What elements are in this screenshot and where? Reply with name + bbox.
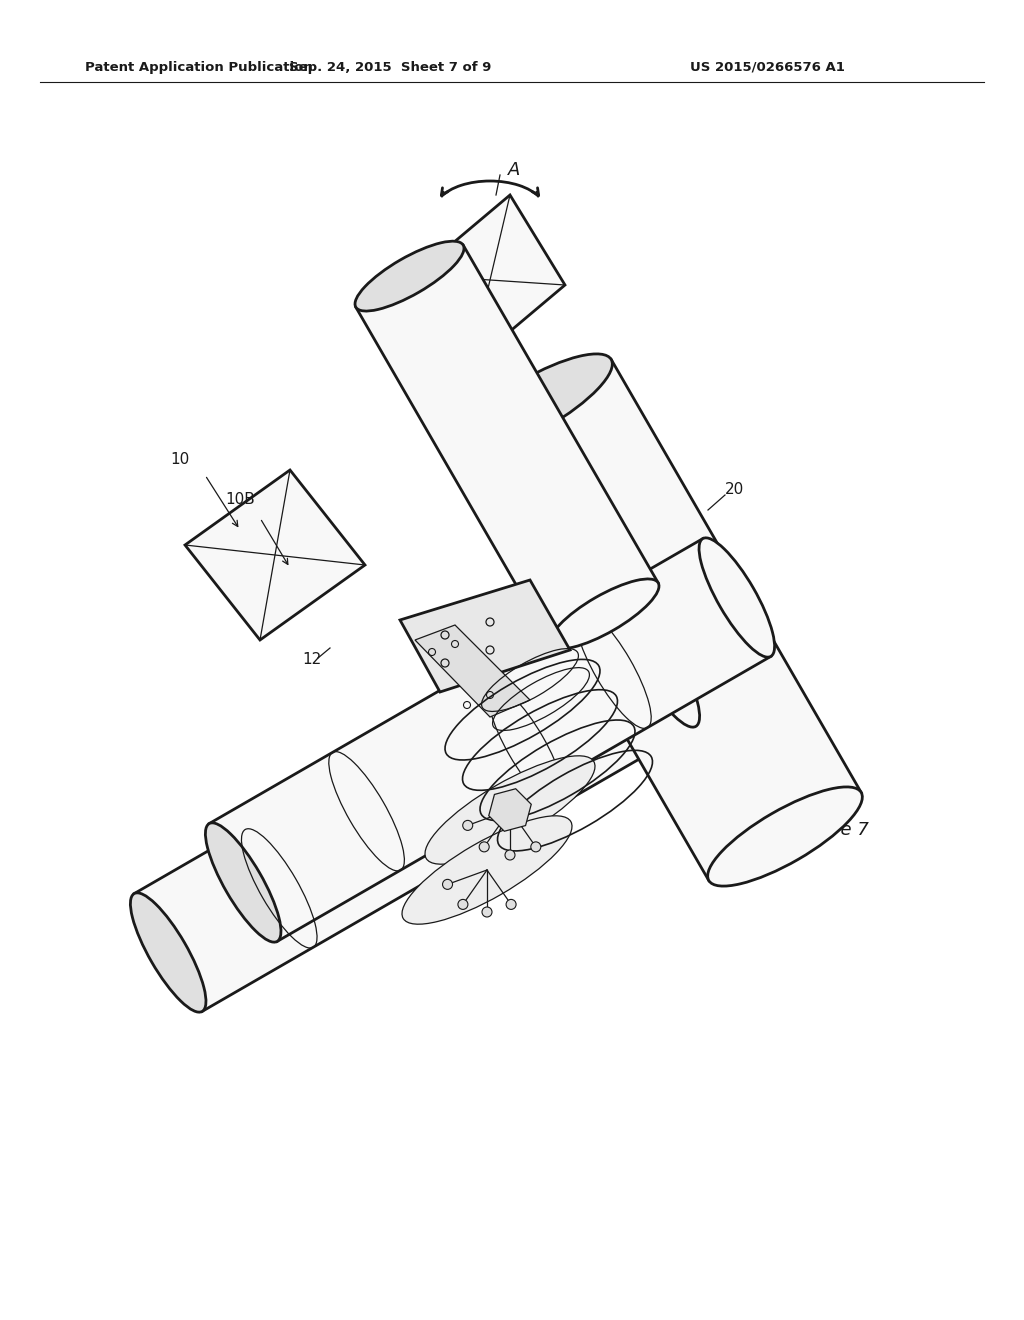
Text: US 2015/0266576 A1: US 2015/0266576 A1 xyxy=(690,61,845,74)
Text: Sep. 24, 2015  Sheet 7 of 9: Sep. 24, 2015 Sheet 7 of 9 xyxy=(289,61,492,74)
Text: 12: 12 xyxy=(302,652,322,668)
Circle shape xyxy=(463,821,473,830)
Polygon shape xyxy=(209,539,771,941)
Text: A: A xyxy=(508,161,520,180)
Polygon shape xyxy=(400,579,570,692)
Ellipse shape xyxy=(425,756,595,865)
Circle shape xyxy=(505,850,515,861)
Ellipse shape xyxy=(458,354,612,453)
Text: 20: 20 xyxy=(725,483,744,498)
Circle shape xyxy=(458,899,468,909)
Circle shape xyxy=(506,899,516,909)
Ellipse shape xyxy=(402,816,572,924)
Polygon shape xyxy=(134,609,696,1011)
Text: 10B: 10B xyxy=(225,492,255,507)
Circle shape xyxy=(479,842,489,851)
Polygon shape xyxy=(185,470,365,640)
Polygon shape xyxy=(415,624,530,717)
Ellipse shape xyxy=(708,787,862,886)
Ellipse shape xyxy=(355,242,464,312)
Polygon shape xyxy=(415,195,565,366)
Text: Figure 7: Figure 7 xyxy=(795,821,869,840)
Circle shape xyxy=(442,879,453,890)
Polygon shape xyxy=(488,789,531,832)
Ellipse shape xyxy=(130,892,206,1012)
Ellipse shape xyxy=(624,607,699,727)
Circle shape xyxy=(530,842,541,851)
Text: 10: 10 xyxy=(170,453,189,467)
Polygon shape xyxy=(355,246,658,645)
Polygon shape xyxy=(459,359,861,880)
Ellipse shape xyxy=(206,822,281,942)
Ellipse shape xyxy=(699,537,774,657)
Text: 22: 22 xyxy=(438,372,458,388)
Circle shape xyxy=(482,907,492,917)
Text: Patent Application Publication: Patent Application Publication xyxy=(85,61,312,74)
Ellipse shape xyxy=(550,579,659,649)
